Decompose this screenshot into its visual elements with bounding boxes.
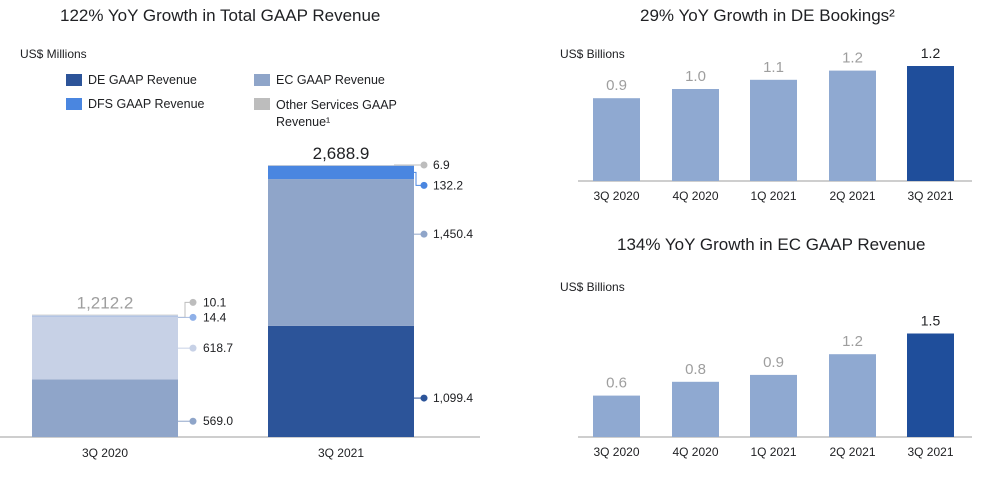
- ec-revenue-data-label-2: 0.9: [763, 354, 784, 371]
- data-label-de-3q2021: 1,099.4: [433, 391, 473, 405]
- de-bookings-bar-2q2021: [829, 70, 876, 181]
- legend-swatch-ec: [254, 74, 270, 86]
- de-bookings-data-label-0: 0.9: [606, 77, 627, 94]
- legend-label-dfs: DFS GAAP Revenue: [88, 97, 205, 111]
- ec-revenue-x-tick-label-2: 1Q 2021: [750, 445, 796, 459]
- de-bookings-data-label-1: 1.0: [685, 68, 706, 85]
- de-bookings-x-tick-label-4: 3Q 2021: [907, 189, 953, 203]
- de-bookings-bar-3q2021: [907, 66, 954, 181]
- de-bookings-data-label-3: 1.2: [842, 50, 863, 67]
- de-bookings-bar-4q2020: [672, 89, 719, 181]
- ec-revenue-bar-3q2021: [907, 333, 954, 437]
- bar-segment-other-3q2020: [32, 314, 178, 316]
- ec-revenue-bar-2q2021: [829, 354, 876, 437]
- callout-dot-de-3q2021: [420, 394, 428, 402]
- ec-revenue-bar-3q2020: [593, 395, 640, 437]
- de-bookings-x-tick-label-1: 4Q 2020: [672, 189, 718, 203]
- legend-swatch-dfs: [66, 98, 82, 110]
- chart-title-ec-revenue: 134% YoY Growth in EC GAAP Revenue: [617, 235, 926, 254]
- ec-revenue-data-label-0: 0.6: [606, 375, 627, 392]
- total-label-3q2020: 1,212.2: [77, 293, 134, 312]
- legend-swatch-other: [254, 98, 270, 110]
- unit-label-billions-2: US$ Billions: [560, 280, 625, 294]
- ec-revenue-chart: 0.6 3Q 2020 0.8 4Q 2020 0.9 1Q 2021 1.2 2Q 2021…: [578, 313, 972, 459]
- legend-item-ec: EC GAAP Revenue: [254, 73, 385, 87]
- ec-revenue-bar-4q2020: [672, 381, 719, 437]
- callout-dot-ec-3q2020: [189, 417, 197, 425]
- ec-revenue-data-label-4: 1.5: [921, 313, 941, 329]
- legend-item-de: DE GAAP Revenue: [66, 73, 197, 87]
- data-label-de-3q2020: 618.7: [203, 341, 233, 355]
- bar-segment-dfs-3q2021: [268, 165, 414, 180]
- callout-dot-dfs-3q2020: [189, 313, 197, 321]
- bar-segment-ec-3q2020: [32, 379, 178, 437]
- ec-revenue-x-tick-label-3: 2Q 2021: [829, 445, 875, 459]
- x-tick-label-3q2020: 3Q 2020: [82, 446, 128, 460]
- chart-title-de-bookings: 29% YoY Growth in DE Bookings²: [640, 6, 895, 25]
- de-bookings-data-label-4: 1.2: [921, 45, 941, 61]
- de-bookings-x-tick-label-3: 2Q 2021: [829, 189, 875, 203]
- de-bookings-x-tick-label-2: 1Q 2021: [750, 189, 796, 203]
- ec-revenue-data-label-3: 1.2: [842, 333, 863, 350]
- callout-line-dfs-3q2021: [414, 171, 424, 186]
- unit-label-millions: US$ Millions: [20, 47, 87, 61]
- data-label-other-3q2021: 6.9: [433, 158, 450, 172]
- bar-segment-dfs-3q2020: [32, 315, 178, 317]
- ec-revenue-bar-1q2021: [750, 374, 797, 437]
- bar-segment-other-3q2021: [268, 165, 414, 166]
- data-label-dfs-3q2020: 14.4: [203, 310, 227, 324]
- total-label-3q2021: 2,688.9: [313, 144, 370, 163]
- legend-label-ec: EC GAAP Revenue: [276, 73, 385, 87]
- ec-revenue-x-tick-label-0: 3Q 2020: [593, 445, 639, 459]
- data-label-other-3q2020: 10.1: [203, 295, 227, 309]
- de-bookings-data-label-2: 1.1: [763, 59, 784, 76]
- callout-dot-ec-3q2021: [420, 230, 428, 238]
- de-bookings-bar-3q2020: [593, 98, 640, 181]
- de-bookings-bar-1q2021: [750, 79, 797, 181]
- legend-label-other: Other Services GAAP Revenue¹: [276, 98, 397, 129]
- data-label-ec-3q2020: 569.0: [203, 414, 233, 428]
- bar-segment-ec-3q2021: [268, 179, 414, 326]
- x-tick-label-3q2021: 3Q 2021: [318, 446, 364, 460]
- bar-segment-de-3q2020: [32, 316, 178, 380]
- legend-swatch-de: [66, 74, 82, 86]
- unit-label-billions-1: US$ Billions: [560, 47, 625, 61]
- data-label-dfs-3q2021: 132.2: [433, 178, 463, 192]
- callout-dot-de-3q2020: [189, 344, 197, 352]
- legend-label-de: DE GAAP Revenue: [88, 73, 197, 87]
- de-bookings-x-tick-label-0: 3Q 2020: [593, 189, 639, 203]
- legend-item-dfs: DFS GAAP Revenue: [66, 97, 205, 111]
- bar-segment-de-3q2021: [268, 325, 414, 437]
- callout-dot-other-3q2020: [189, 298, 197, 306]
- callout-dot-dfs-3q2021: [420, 181, 428, 189]
- chart-title-total-revenue: 122% YoY Growth in Total GAAP Revenue: [60, 6, 381, 25]
- legend-item-other: Other Services GAAP Revenue¹: [254, 97, 404, 131]
- ec-revenue-data-label-1: 0.8: [685, 361, 706, 378]
- data-label-ec-3q2021: 1,450.4: [433, 227, 473, 241]
- stacked-revenue-chart: 1,212.2 10.114.4 618.7 569.0 3Q 2020 2,688.9 6…: [0, 144, 480, 460]
- ec-revenue-x-tick-label-1: 4Q 2020: [672, 445, 718, 459]
- ec-revenue-x-tick-label-4: 3Q 2021: [907, 445, 953, 459]
- callout-dot-other-3q2021: [420, 161, 428, 169]
- de-bookings-chart: 0.9 3Q 2020 1.0 4Q 2020 1.1 1Q 2021 1.2 2Q 2021…: [578, 45, 972, 203]
